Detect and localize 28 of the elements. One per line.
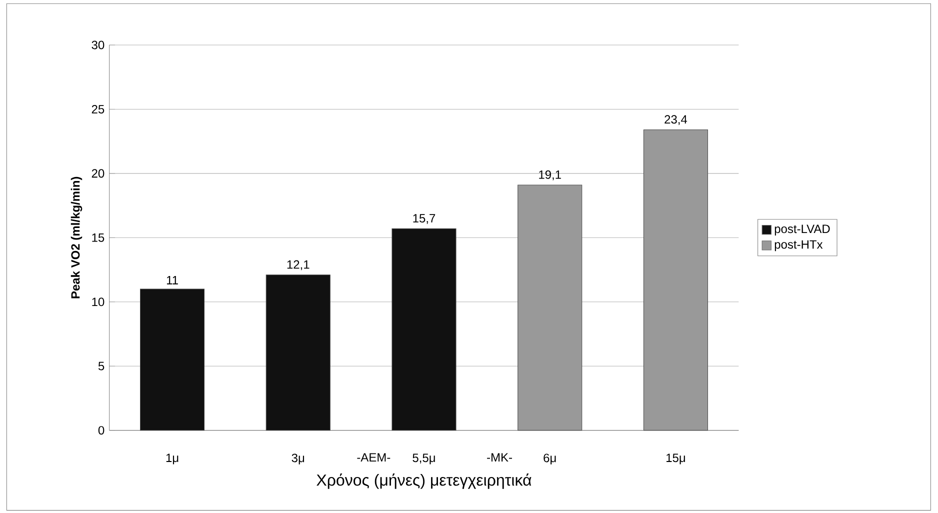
data-label: 12,1 — [287, 260, 310, 270]
x-tick-label: 1μ — [166, 454, 178, 464]
y-tick-label: 10 — [92, 298, 104, 306]
x-tick-label: 5,5μ — [412, 454, 435, 464]
y-tick-label: 5 — [98, 362, 104, 370]
x-tick-label: 15μ — [666, 454, 685, 464]
text: -MK- — [487, 453, 512, 462]
data-label: 19,1 — [539, 170, 561, 180]
bar — [392, 228, 456, 431]
y-axis-title: Peak VO2 (ml/kg/min) — [70, 176, 82, 298]
bar — [266, 274, 330, 431]
y-tick-label: 20 — [92, 169, 104, 178]
legend-label: post-HTx — [774, 240, 823, 252]
data-label: 11 — [166, 276, 178, 284]
y-tick-label: 15 — [92, 233, 104, 242]
y-tick-label: 30 — [92, 40, 104, 50]
x-tick-label: 6μ — [544, 454, 556, 464]
data-label: 15,7 — [413, 214, 436, 224]
text: -AEM- — [357, 453, 390, 462]
bar — [518, 184, 582, 431]
bar — [643, 129, 708, 431]
x-tick-label: 3μ — [292, 454, 304, 464]
y-tick-label: 0 — [98, 426, 104, 435]
x-axis-title: Χρόνος (μήνες) μετεγχειρητικά — [316, 474, 532, 489]
bar — [140, 288, 205, 431]
legend-label: post-LVAD — [774, 224, 830, 236]
y-tick-label: 25 — [92, 104, 104, 114]
data-label: 23,4 — [664, 115, 688, 126]
